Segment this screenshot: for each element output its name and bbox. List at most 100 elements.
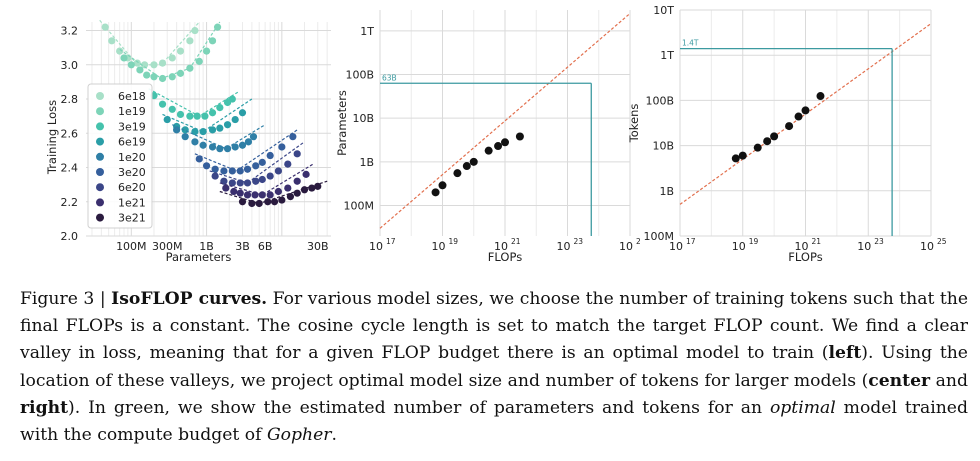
x-tick-label: 10 <box>619 240 633 253</box>
data-point <box>300 186 309 194</box>
data-point <box>168 73 176 81</box>
x-tick-label: 10 <box>857 240 871 253</box>
series-3e21 <box>219 180 328 208</box>
series-1e19 <box>119 21 222 83</box>
x-tick-exponent: 21 <box>511 237 521 246</box>
grid <box>679 9 932 237</box>
data-point <box>193 112 201 120</box>
data-point <box>230 187 238 196</box>
data-point <box>231 115 239 124</box>
y-axis-label: Training Loss <box>45 100 59 175</box>
data-point <box>223 145 232 153</box>
data-point <box>801 106 810 115</box>
figure-row: 2.0 2.2 2.4 2.6 2.8 3.0 3.2 100M 300M 1B 3B 6B 30B Pa… <box>45 0 980 276</box>
data-point <box>753 143 762 152</box>
x-tick-exponent: 23 <box>874 237 884 246</box>
x-tick-label: 30B <box>307 240 329 253</box>
data-point <box>202 47 211 55</box>
fit-line <box>99 19 200 66</box>
optimal-value-label: 1.4T <box>682 39 699 48</box>
data-point <box>158 59 167 67</box>
data-point <box>236 167 244 175</box>
x-tick-label: 100M <box>116 240 147 253</box>
data-point <box>238 198 247 206</box>
data-point <box>176 47 185 55</box>
data-point <box>176 69 185 77</box>
y-tick-label: 10B <box>352 112 374 125</box>
data-point <box>270 198 279 206</box>
legend-marker <box>96 198 104 207</box>
y-tick-label: 2.0 <box>61 230 79 243</box>
data-point <box>243 191 252 199</box>
data-point <box>195 57 203 65</box>
data-point <box>101 23 109 31</box>
x-tick-exponent: 25 <box>636 237 640 246</box>
caption-optimal: optimal <box>769 397 836 418</box>
data-point <box>308 184 316 192</box>
x-tick-exponent: 23 <box>574 237 584 246</box>
y-tick-label: 10B <box>652 140 674 153</box>
data-point <box>248 199 256 208</box>
legend-marker <box>96 107 104 116</box>
data-point <box>120 54 128 62</box>
y-tick-label: 2.4 <box>61 162 79 175</box>
x-tick-exponent: 19 <box>749 237 759 246</box>
data-point <box>274 167 282 175</box>
data-point <box>202 162 211 170</box>
x-tick-label: 6B <box>258 240 273 253</box>
x-tick-label: 10 <box>432 240 446 253</box>
legend-box <box>87 83 153 229</box>
data-point <box>181 133 189 141</box>
data-point <box>266 191 274 199</box>
data-point <box>258 191 266 199</box>
data-point <box>293 177 301 185</box>
data-point <box>213 23 222 31</box>
data-point <box>143 71 151 79</box>
data-point <box>289 133 297 141</box>
y-tick-label: 3.2 <box>61 25 79 38</box>
data-point <box>293 189 301 197</box>
data-point <box>186 37 194 45</box>
x-tick-label: 3B <box>235 240 250 253</box>
data-point <box>108 37 116 45</box>
data-point <box>211 165 219 173</box>
data-point <box>216 145 224 153</box>
data-point <box>258 175 266 184</box>
legend-marker <box>96 183 104 192</box>
data-point <box>266 172 274 180</box>
data-point <box>278 143 286 151</box>
series-6e18 <box>99 19 200 69</box>
y-tick-label: 100B <box>645 94 674 107</box>
series-1e20 <box>172 124 266 153</box>
legend-label: 1e20 <box>118 151 146 164</box>
data-point <box>208 109 217 117</box>
legend-marker <box>96 168 104 176</box>
data-point <box>469 157 478 166</box>
data-point <box>266 151 274 160</box>
grid <box>379 10 631 236</box>
data-point <box>191 138 199 146</box>
data-point <box>163 115 171 124</box>
y-tick-label: 2.2 <box>61 196 79 209</box>
optimal-value-label: 63B <box>382 73 397 82</box>
legend: 6e18 1e19 3e19 6e19 1e20 3e20 6e20 1e21 3e21 <box>87 83 153 229</box>
legend-label: 1e19 <box>118 105 146 118</box>
fit-line <box>679 23 932 205</box>
data-point <box>286 193 295 201</box>
data-point <box>238 141 247 149</box>
x-tick-exponent: 25 <box>937 237 947 246</box>
data-point <box>228 167 236 175</box>
series-3e19 <box>148 88 239 120</box>
fit-line <box>209 141 305 184</box>
tokens-vs-flops-chart: 100M 1B 10B 100B 1T 10T 10 17 10 19 10 21 10 23 10 25 FL… <box>626 0 980 276</box>
params-vs-flops-chart: 100M1B10B100B1T10171019102110231025FLOPs… <box>332 0 640 276</box>
data-point <box>284 160 292 168</box>
data-point <box>195 155 203 163</box>
data-point <box>763 137 772 146</box>
y-axis-label: Parameters <box>335 90 349 156</box>
data-point <box>244 138 253 146</box>
y-tick-label: 2.6 <box>61 127 79 140</box>
figure-caption: Figure 3 | IsoFLOP curves. For various m… <box>20 286 968 449</box>
isoflop-loss-chart-svg: 2.0 2.2 2.4 2.6 2.8 3.0 3.2 100M 300M 1B 3B 6B 30B Pa… <box>45 19 331 264</box>
